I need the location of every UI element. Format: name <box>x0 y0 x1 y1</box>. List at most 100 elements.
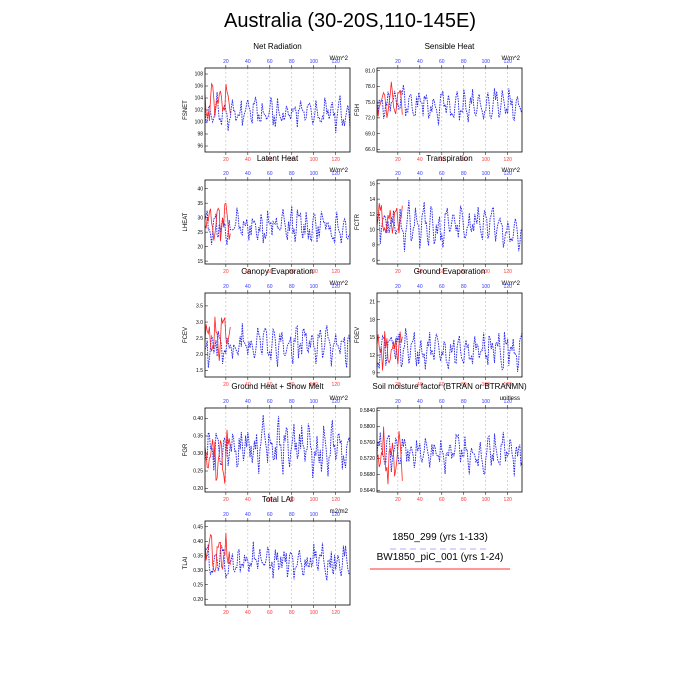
series-line-1850-299-yrs-1-133 <box>204 414 351 479</box>
plot-frame <box>376 179 523 265</box>
bottom-tick-label: 100 <box>482 497 491 503</box>
bottom-tick-label: 80 <box>289 382 295 388</box>
series-line-1850-299-yrs-1-133 <box>204 323 351 368</box>
bottom-tick-label: 20 <box>223 157 229 163</box>
top-tick-label: 80 <box>289 59 295 65</box>
top-tick-label: 80 <box>289 171 295 177</box>
y-tick-label: 0.30 <box>193 568 203 574</box>
y-tick-label: 25 <box>197 230 203 236</box>
y-tick-label: 14 <box>369 197 375 203</box>
bottom-tick-label: 60 <box>439 382 445 388</box>
y-tick-label: 3.0 <box>196 320 203 326</box>
plot-frame <box>204 179 351 265</box>
bottom-tick-label: 60 <box>439 497 445 503</box>
bottom-tick-label: 120 <box>332 382 341 388</box>
y-tick-label: 12 <box>369 353 375 359</box>
bottom-tick-label: 60 <box>267 157 273 163</box>
bottom-tick-label: 80 <box>289 157 295 163</box>
bottom-tick-label: 100 <box>482 382 491 388</box>
top-tick-label: 60 <box>439 284 445 290</box>
bottom-tick-label: 120 <box>504 269 513 275</box>
y-tick-label: 75.0 <box>365 100 375 106</box>
bottom-tick-label: 100 <box>482 269 491 275</box>
plot-frame <box>204 67 351 153</box>
panel-title: Ground Heat + Snow Melt <box>231 382 324 391</box>
units-label: W/m^2 <box>330 168 349 174</box>
bottom-tick-label: 40 <box>245 610 251 616</box>
top-tick-label: 20 <box>395 59 401 65</box>
bottom-tick-label: 80 <box>461 269 467 275</box>
y-tick-label: 0.5680 <box>360 472 376 478</box>
top-tick-label: 100 <box>310 399 319 405</box>
top-tick-label: 20 <box>223 284 229 290</box>
y-axis-label: FSH <box>355 104 361 116</box>
bottom-tick-label: 60 <box>267 382 273 388</box>
panel-title: Total LAI <box>262 495 293 504</box>
top-tick-label: 100 <box>482 59 491 65</box>
top-tick-label: 120 <box>504 59 513 65</box>
y-tick-label: 35 <box>197 201 203 207</box>
bottom-tick-label: 120 <box>504 157 513 163</box>
top-tick-label: 100 <box>310 171 319 177</box>
top-tick-label: 80 <box>289 284 295 290</box>
y-tick-label: 66.0 <box>365 147 375 153</box>
panel-sensible-heat: Sensible Heat W/m^2 20 40 60 80 100 120 20 40 60 80… <box>355 42 523 163</box>
top-tick-label: 120 <box>504 171 513 177</box>
top-tick-label: 80 <box>461 399 467 405</box>
plot-frame <box>204 292 351 378</box>
bottom-tick-label: 100 <box>310 382 319 388</box>
y-tick-label: 15 <box>197 259 203 265</box>
panel-canopy-evaporation: Canopy Evaporation W/m^2 20 40 60 80 100 120 20 4… <box>183 267 351 388</box>
top-tick-label: 60 <box>267 59 273 65</box>
bottom-tick-label: 20 <box>395 157 401 163</box>
top-tick-label: 100 <box>310 59 319 65</box>
y-tick-label: 9 <box>372 371 375 377</box>
top-tick-label: 20 <box>395 399 401 405</box>
series-line-bw1850-pic-001-yrs-1-24 <box>376 426 403 485</box>
y-tick-label: 0.25 <box>193 582 203 588</box>
bottom-tick-label: 120 <box>332 610 341 616</box>
legend-swatch-1850-299 <box>390 548 490 550</box>
y-tick-label: 102 <box>195 108 204 114</box>
y-tick-label: 3.5 <box>196 304 203 310</box>
bottom-tick-label: 120 <box>504 497 513 503</box>
panel-title: Latent Heat <box>257 154 299 163</box>
y-tick-label: 0.5720 <box>360 456 376 462</box>
bottom-tick-label: 120 <box>332 269 341 275</box>
bottom-tick-label: 100 <box>310 269 319 275</box>
y-tick-label: 98 <box>197 132 203 138</box>
top-tick-label: 20 <box>395 284 401 290</box>
top-tick-label: 120 <box>504 284 513 290</box>
top-tick-label: 40 <box>417 284 423 290</box>
series-line-bw1850-pic-001-yrs-1-24 <box>204 429 231 484</box>
y-tick-label: 0.5760 <box>360 440 376 446</box>
bottom-tick-label: 40 <box>417 157 423 163</box>
series-line-bw1850-pic-001-yrs-1-24 <box>204 316 231 361</box>
plot-frame <box>376 292 523 378</box>
top-tick-label: 80 <box>461 284 467 290</box>
bottom-tick-label: 20 <box>223 497 229 503</box>
series-line-1850-299-yrs-1-133 <box>376 84 523 126</box>
y-tick-label: 72.0 <box>365 116 375 122</box>
legend-label-1850-299: 1850_299 (yrs 1-133) <box>392 532 488 543</box>
top-tick-label: 100 <box>310 512 319 518</box>
top-tick-label: 100 <box>482 399 491 405</box>
top-tick-label: 20 <box>223 512 229 518</box>
bottom-tick-label: 60 <box>267 497 273 503</box>
units-label: unitless <box>500 396 520 402</box>
top-tick-label: 40 <box>417 171 423 177</box>
y-tick-label: 12 <box>369 212 375 218</box>
series-line-bw1850-pic-001-yrs-1-24 <box>376 81 403 118</box>
legend: 1850_299 (yrs 1-133) BW1850_piC_001 (yrs… <box>360 528 520 578</box>
bottom-tick-label: 80 <box>461 497 467 503</box>
y-axis-label: TLAI <box>183 556 189 569</box>
units-label: m2/m2 <box>330 509 349 515</box>
y-tick-label: 69.0 <box>365 131 375 137</box>
bottom-tick-label: 100 <box>310 610 319 616</box>
y-tick-label: 0.5840 <box>360 408 376 414</box>
units-label: W/m^2 <box>502 56 521 62</box>
top-tick-label: 100 <box>482 171 491 177</box>
top-tick-label: 60 <box>267 512 273 518</box>
series-line-bw1850-pic-001-yrs-1-24 <box>376 331 403 371</box>
